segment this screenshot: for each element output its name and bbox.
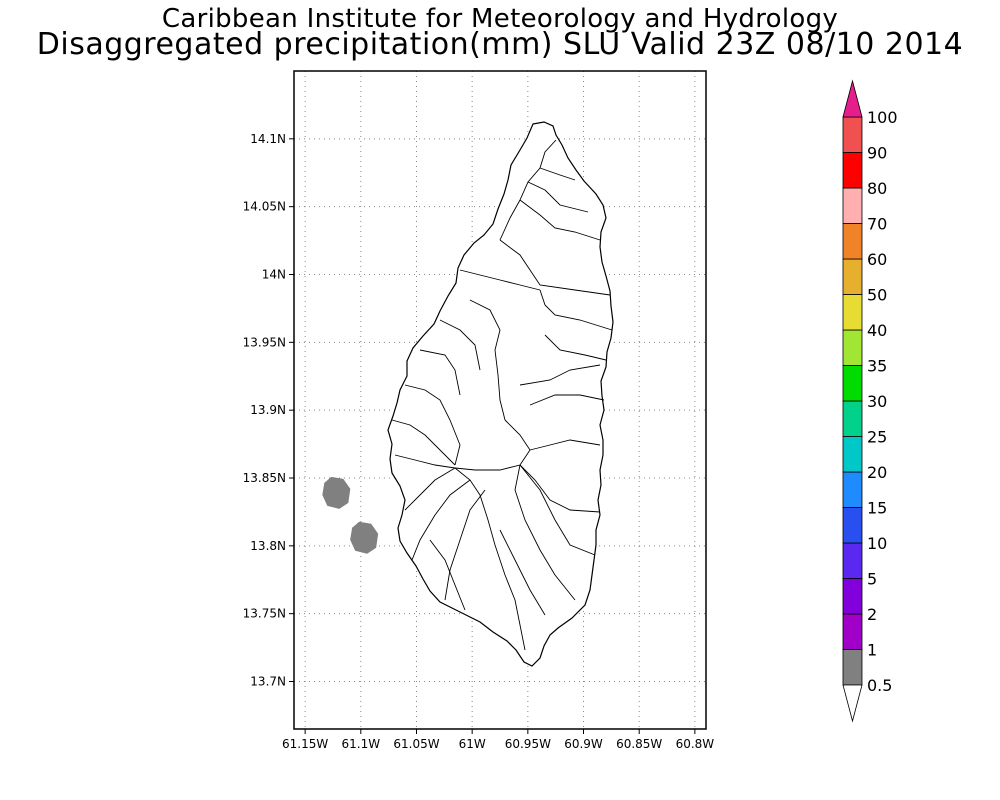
lon-tick-label: 60.95W bbox=[505, 737, 551, 751]
precip-area bbox=[350, 521, 379, 554]
colorbar-segment bbox=[842, 116, 863, 153]
colorbar-segment bbox=[842, 294, 863, 331]
lat-tick-label: 13.9N bbox=[250, 403, 286, 417]
colorbar-level-label: 20 bbox=[867, 463, 887, 482]
island-coastline bbox=[387, 121, 614, 667]
colorbar-level-label: 25 bbox=[867, 428, 887, 447]
lat-tick-label: 13.75N bbox=[243, 607, 286, 621]
lon-tick-label: 60.85W bbox=[616, 737, 662, 751]
map-frame bbox=[293, 70, 707, 730]
latitude-tick-labels: 14.1N 14.05N 14N 13.95N 13.9N 13.85N 13.8N 13.7… bbox=[243, 132, 294, 689]
precipitation-areas bbox=[322, 476, 379, 554]
lon-tick-label: 61W bbox=[459, 737, 486, 751]
colorbar-level-label: 70 bbox=[867, 215, 887, 234]
lat-tick-label: 14.1N bbox=[250, 132, 286, 146]
colorbar-segment bbox=[842, 471, 863, 508]
colorbar-level-label: 80 bbox=[867, 179, 887, 198]
colorbar-segment bbox=[842, 542, 863, 579]
lat-tick-label: 13.95N bbox=[243, 335, 286, 349]
watershed-boundaries bbox=[391, 139, 613, 651]
colorbar-level-label: 50 bbox=[867, 286, 887, 305]
colorbar-segment bbox=[842, 223, 863, 260]
colorbar-segment bbox=[842, 649, 863, 686]
lat-tick-label: 13.7N bbox=[250, 675, 286, 689]
colorbar-level-label: 40 bbox=[867, 321, 887, 340]
colorbar-over-arrow bbox=[842, 79, 863, 118]
colorbar-segment bbox=[842, 329, 863, 366]
longitude-tick-labels: 61.15W 61.1W 61.05W 61W 60.95W 60.9W 60.85W 60.… bbox=[282, 729, 714, 751]
title-product: Disaggregated precipitation(mm) SLU Vali… bbox=[36, 27, 964, 62]
colorbar-level-label: 1 bbox=[867, 641, 877, 660]
colorbar-level-label: 30 bbox=[867, 392, 887, 411]
colorbar-level-label: 2 bbox=[867, 605, 877, 624]
colorbar-segment bbox=[842, 578, 863, 615]
lon-tick-label: 61.05W bbox=[393, 737, 439, 751]
saint-lucia-island bbox=[387, 121, 614, 667]
colorbar-under-arrow bbox=[842, 684, 863, 723]
lat-tick-label: 13.8N bbox=[250, 539, 286, 553]
lon-tick-label: 61.15W bbox=[282, 737, 328, 751]
colorbar-level-label: 10 bbox=[867, 534, 887, 553]
colorbar-level-label: 60 bbox=[867, 250, 887, 269]
colorbar-segment bbox=[842, 507, 863, 544]
lon-tick-label: 60.8W bbox=[676, 737, 715, 751]
lat-tick-label: 13.85N bbox=[243, 471, 286, 485]
colorbar-segment bbox=[842, 258, 863, 295]
lon-tick-label: 60.9W bbox=[564, 737, 603, 751]
colorbar-level-label: 100 bbox=[867, 108, 898, 127]
lon-tick-label: 61.1W bbox=[342, 737, 381, 751]
colorbar-segment bbox=[842, 365, 863, 402]
colorbar-segment bbox=[842, 187, 863, 224]
colorbar-segment bbox=[842, 400, 863, 437]
title-institute: Caribbean Institute for Meteorology and … bbox=[161, 4, 839, 34]
colorbar-level-label: 0.5 bbox=[867, 676, 892, 695]
colorbar-level-label: 90 bbox=[867, 144, 887, 163]
lat-tick-label: 14N bbox=[262, 268, 286, 282]
colorbar-segment bbox=[842, 613, 863, 650]
colorbar-level-label: 15 bbox=[867, 499, 887, 518]
colorbar-segment bbox=[842, 436, 863, 473]
colorbar-level-label: 5 bbox=[867, 570, 877, 589]
precip-area bbox=[322, 476, 351, 509]
colorbar-segment bbox=[842, 152, 863, 189]
lat-tick-label: 14.05N bbox=[243, 200, 286, 214]
colorbar-level-label: 35 bbox=[867, 357, 887, 376]
